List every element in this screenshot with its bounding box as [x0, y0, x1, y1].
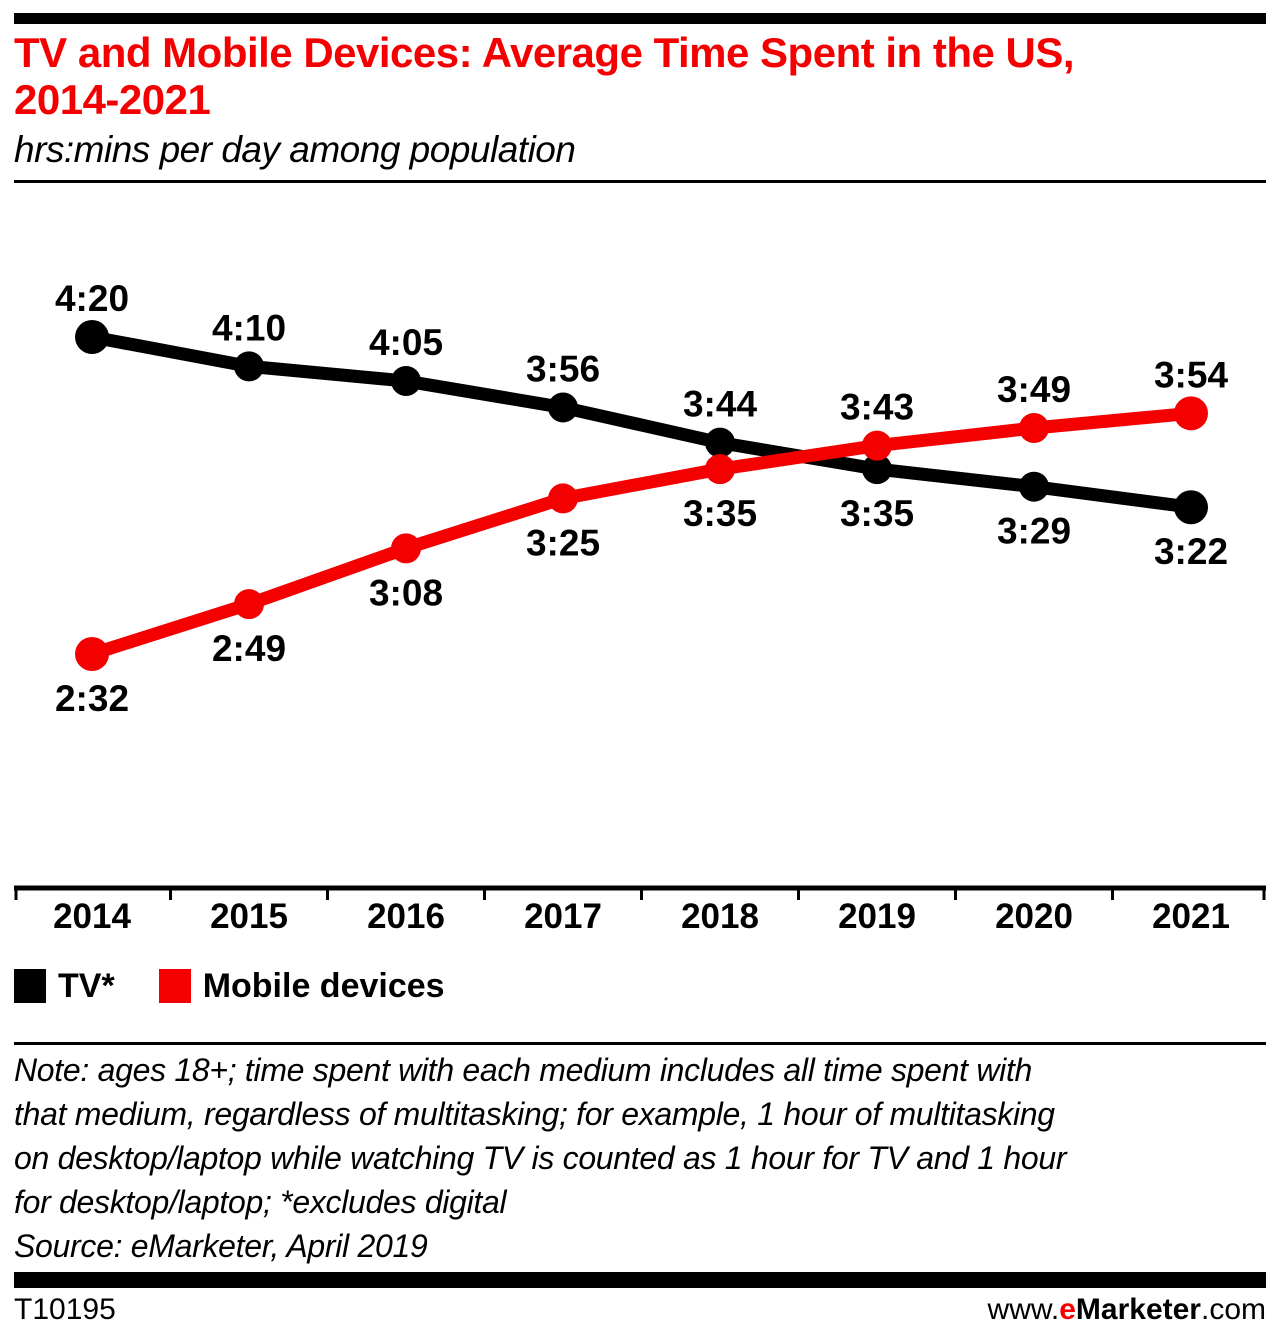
tv-legend-label: TV*: [58, 967, 115, 1005]
emarketer-brand: Marketer: [1075, 1293, 1201, 1326]
data-label: 3:44: [683, 384, 757, 425]
website-prefix: www.: [987, 1293, 1060, 1326]
legend: TV* Mobile devices: [14, 968, 1266, 1004]
line-chart: 2014 2015 2016 2017 2018 2019 2020 2021 4:20 4:10…: [14, 278, 1266, 936]
chart-subtitle: hrs:mins per day among population: [14, 129, 576, 170]
note-divider: [14, 1042, 1266, 1045]
website-url: www.eMarketer.com: [988, 1293, 1266, 1327]
note-line: that medium, regardless of multitasking;…: [14, 1096, 1055, 1132]
data-point: [391, 366, 421, 397]
series-line-tv-: [90, 330, 1192, 514]
note-line: for desktop/laptop; *excludes digital: [14, 1184, 507, 1220]
note-block: Note: ages 18+; time spent with each med…: [14, 1048, 1266, 1268]
source-line: Source: eMarketer, April 2019: [14, 1228, 428, 1264]
legend-item-mobile: Mobile devices: [158, 967, 445, 1005]
mobile-legend-label: Mobile devices: [202, 967, 445, 1005]
page-title-line1: TV and Mobile Devices: Average Time Spen…: [14, 29, 1075, 76]
data-point: [548, 483, 578, 514]
data-label: 2:32: [55, 678, 129, 719]
legend-item-tv: TV*: [14, 968, 115, 1004]
data-point: [75, 637, 109, 672]
page-title: TV and Mobile Devices: Average Time Spen…: [14, 29, 1266, 123]
data-point: [234, 589, 264, 620]
x-axis-label: 2014: [53, 897, 131, 936]
data-point: [234, 351, 264, 382]
data-point: [1174, 490, 1208, 525]
top-divider-bar: [14, 13, 1266, 24]
footer: T10195 www.eMarketer.com: [14, 1293, 1266, 1327]
mobile-swatch: [158, 969, 191, 1003]
header-divider: [14, 180, 1266, 183]
x-axis-label: 2017: [524, 897, 602, 936]
data-label: 2:49: [212, 628, 286, 669]
data-label: 4:10: [212, 307, 286, 348]
data-label: 3:35: [683, 493, 757, 534]
note-line: on desktop/laptop while watching TV is c…: [14, 1140, 1067, 1176]
bottom-divider-bar: [14, 1272, 1266, 1288]
data-label: 4:20: [55, 278, 129, 319]
emarketer-e: e: [1059, 1293, 1076, 1326]
data-label: 3:49: [997, 369, 1071, 410]
data-label: 3:22: [1154, 531, 1228, 572]
data-label: 3:35: [840, 493, 914, 534]
x-axis-label: 2021: [1152, 897, 1230, 936]
data-label: 3:56: [526, 348, 600, 389]
series-line-mobile-devices: [90, 406, 1192, 661]
data-point: [705, 454, 735, 485]
x-axis-label: 2015: [210, 897, 288, 936]
footer-chart-id: T10195: [14, 1293, 116, 1326]
data-label: 3:29: [997, 511, 1071, 552]
data-label: 4:05: [369, 322, 443, 363]
note-line: Note: ages 18+; time spent with each med…: [14, 1052, 1033, 1088]
x-axis-label: 2016: [367, 897, 445, 936]
page-title-line2: 2014-2021: [14, 76, 211, 123]
data-label: 3:08: [369, 572, 443, 613]
data-point: [1019, 471, 1049, 502]
data-point: [705, 427, 735, 458]
x-axis-label: 2020: [995, 897, 1073, 936]
data-point: [1019, 412, 1049, 443]
data-point: [75, 320, 109, 354]
data-label: 3:43: [840, 387, 914, 428]
website-suffix: .com: [1200, 1293, 1266, 1326]
data-point: [1174, 396, 1208, 431]
x-axis-label: 2018: [681, 897, 759, 936]
x-axis-label: 2019: [838, 897, 916, 936]
tv-swatch: [14, 969, 46, 1003]
data-label: 3:25: [526, 522, 600, 563]
data-label: 3:54: [1154, 354, 1228, 395]
data-point: [862, 430, 892, 461]
chart-page: TV and Mobile Devices: Average Time Spen…: [0, 13, 1280, 1327]
data-point: [548, 392, 578, 423]
data-point: [862, 454, 892, 485]
data-point: [391, 533, 421, 564]
